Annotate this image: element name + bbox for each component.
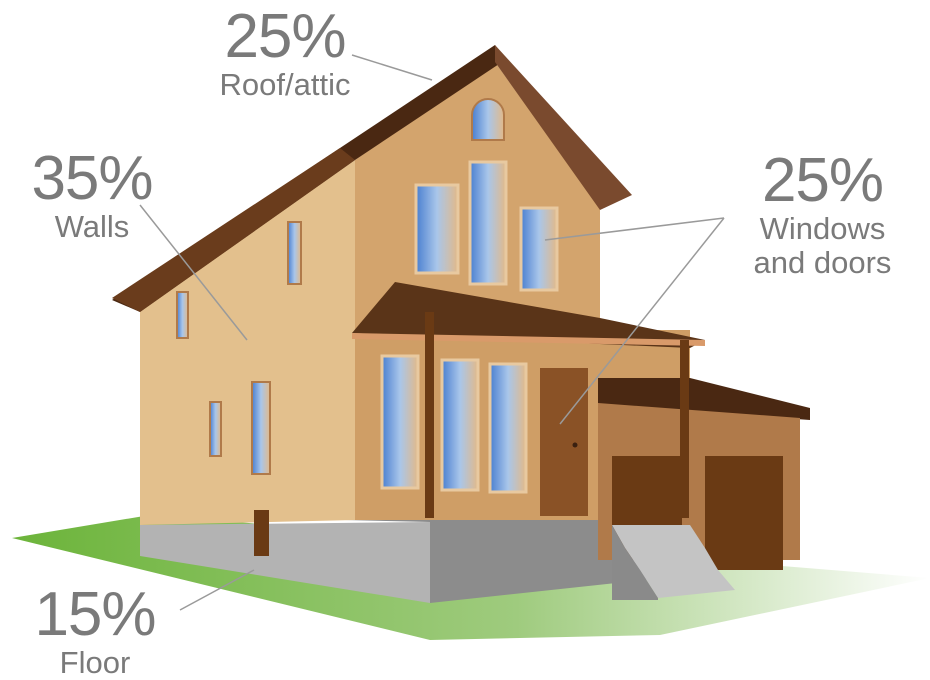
leader-floor (179, 569, 255, 611)
door-knob (572, 442, 578, 448)
side-window-3 (251, 381, 271, 475)
lower-window-1 (380, 354, 420, 490)
steps-side (612, 525, 658, 600)
upper-window-1 (414, 183, 460, 275)
leader-windows-1 (544, 217, 725, 241)
porch-roof (352, 282, 705, 348)
upper-window-3 (519, 206, 559, 292)
walls-label: Walls (54, 209, 130, 244)
garage-roof (598, 378, 810, 420)
steps (612, 525, 735, 598)
windows-callout: 25% Windows and doors (730, 150, 915, 280)
porch-post-right (680, 340, 689, 518)
floor-label: Floor (59, 645, 131, 680)
floor-percent: 15% (34, 580, 156, 649)
roof-callout: 25% Roof/attic (190, 6, 380, 102)
windows-percent: 25% (761, 146, 884, 215)
side-window-4 (209, 401, 222, 457)
leader-roof (351, 54, 433, 81)
windows-label-line1: Windows (759, 211, 886, 246)
roof-percent: 25% (224, 2, 346, 71)
porch-roof-fascia (352, 333, 705, 346)
windows-label-line2: and doors (753, 245, 892, 280)
leader-walls (139, 204, 248, 341)
lower-window-2 (440, 358, 480, 492)
walls-percent: 35% (31, 144, 153, 213)
lower-window-3 (488, 362, 528, 494)
side-window-2 (176, 291, 189, 339)
floor-callout: 15% Floor (20, 584, 170, 680)
side-window-1 (287, 221, 302, 285)
walls-callout: 35% Walls (12, 148, 172, 244)
attic-window (471, 98, 505, 141)
roof-eave-left (112, 148, 355, 312)
foundation-left (140, 522, 430, 603)
porch-post-left (425, 312, 434, 518)
upper-window-2 (468, 160, 508, 286)
roof-label: Roof/attic (219, 67, 351, 102)
front-door (540, 368, 588, 516)
basement-vent (254, 510, 269, 556)
garage-door-right (705, 456, 783, 570)
leader-windows-2 (559, 217, 725, 425)
roof-gable-edge (495, 45, 632, 210)
